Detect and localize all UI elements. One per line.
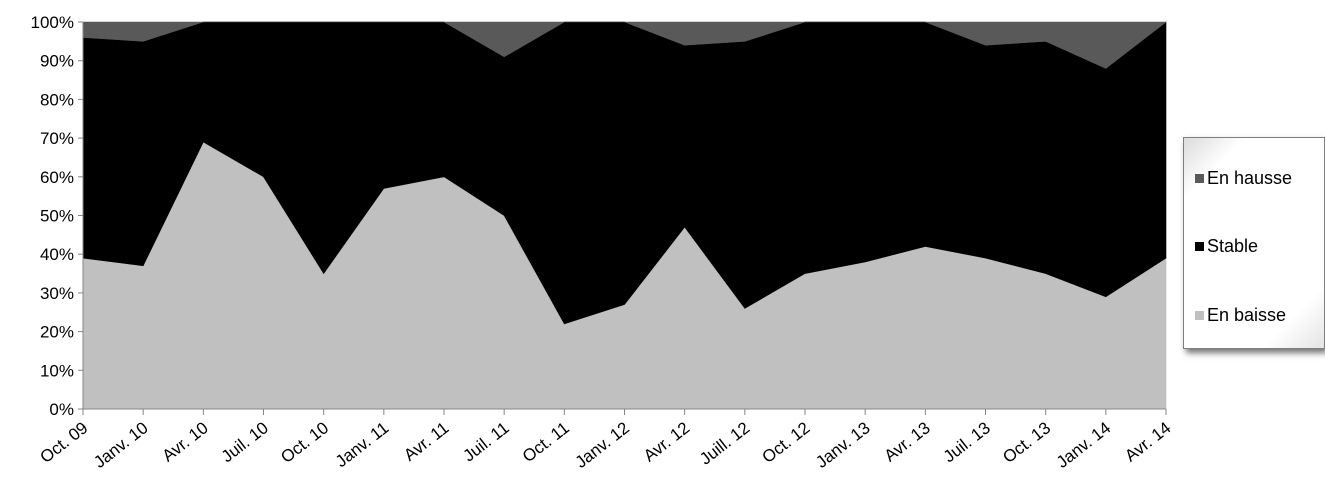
areas-layer <box>82 21 1167 410</box>
x-tick-label: Juil. 10 <box>218 418 272 466</box>
y-tick-label: 100% <box>31 13 74 32</box>
y-tick-label: 50% <box>40 207 74 226</box>
legend-item-en-hausse: En hausse <box>1195 167 1292 189</box>
x-tick-label: Janv. 11 <box>332 418 392 471</box>
legend: En hausse Stable En baisse <box>1183 137 1325 349</box>
y-tick-label: 60% <box>40 168 74 187</box>
x-tick-label: Avr. 14 <box>1121 418 1174 465</box>
x-tick-label: Juill. 12 <box>696 418 753 468</box>
x-tick-label: Janv. 12 <box>572 418 633 472</box>
area-en-hausse <box>82 21 1167 69</box>
x-tick-label: Oct. 12 <box>759 418 814 467</box>
y-tick-label: 70% <box>40 129 74 148</box>
y-tick-label: 20% <box>40 323 74 342</box>
x-tick-label: Oct. 10 <box>277 418 332 467</box>
x-tick-label: Janv. 14 <box>1053 418 1114 472</box>
y-tick-label: 90% <box>40 52 74 71</box>
x-tick-label: Juil. 11 <box>459 418 512 465</box>
x-tick-label: Avr. 13 <box>881 418 934 465</box>
x-tick-label: Janv. 13 <box>812 418 873 472</box>
legend-label-en-baisse: En baisse <box>1207 304 1287 325</box>
y-tick-label: 30% <box>40 284 74 303</box>
legend-item-stable: Stable <box>1195 235 1258 257</box>
legend-swatch-en-hausse <box>1195 173 1204 183</box>
x-tick-label: Oct. 11 <box>519 418 573 466</box>
y-tick-label: 0% <box>49 400 74 419</box>
x-tick-label: Juil. 13 <box>940 418 994 466</box>
legend-label-stable: Stable <box>1207 235 1259 256</box>
legend-swatch-en-baisse <box>1195 310 1204 320</box>
y-tick-label: 40% <box>40 245 74 264</box>
x-tick-label: Janv. 10 <box>90 418 151 472</box>
y-tick-label: 80% <box>40 90 74 109</box>
legend-item-en-baisse: En baisse <box>1195 304 1286 326</box>
legend-swatch-stable <box>1195 241 1204 251</box>
y-ticks: 0% 10% 20% 30% 40% 50% 60% 70% 80% 90% 100% <box>31 13 83 419</box>
x-tick-label: Oct. 09 <box>37 418 92 467</box>
x-tick-label: Oct. 13 <box>999 418 1054 467</box>
y-tick-label: 10% <box>40 361 74 380</box>
x-tick-label: Avr. 11 <box>400 418 452 465</box>
x-tick-label: Avr. 12 <box>640 418 693 465</box>
legend-label-en-hausse: En hausse <box>1207 167 1293 188</box>
x-tick-label: Avr. 10 <box>159 418 212 465</box>
